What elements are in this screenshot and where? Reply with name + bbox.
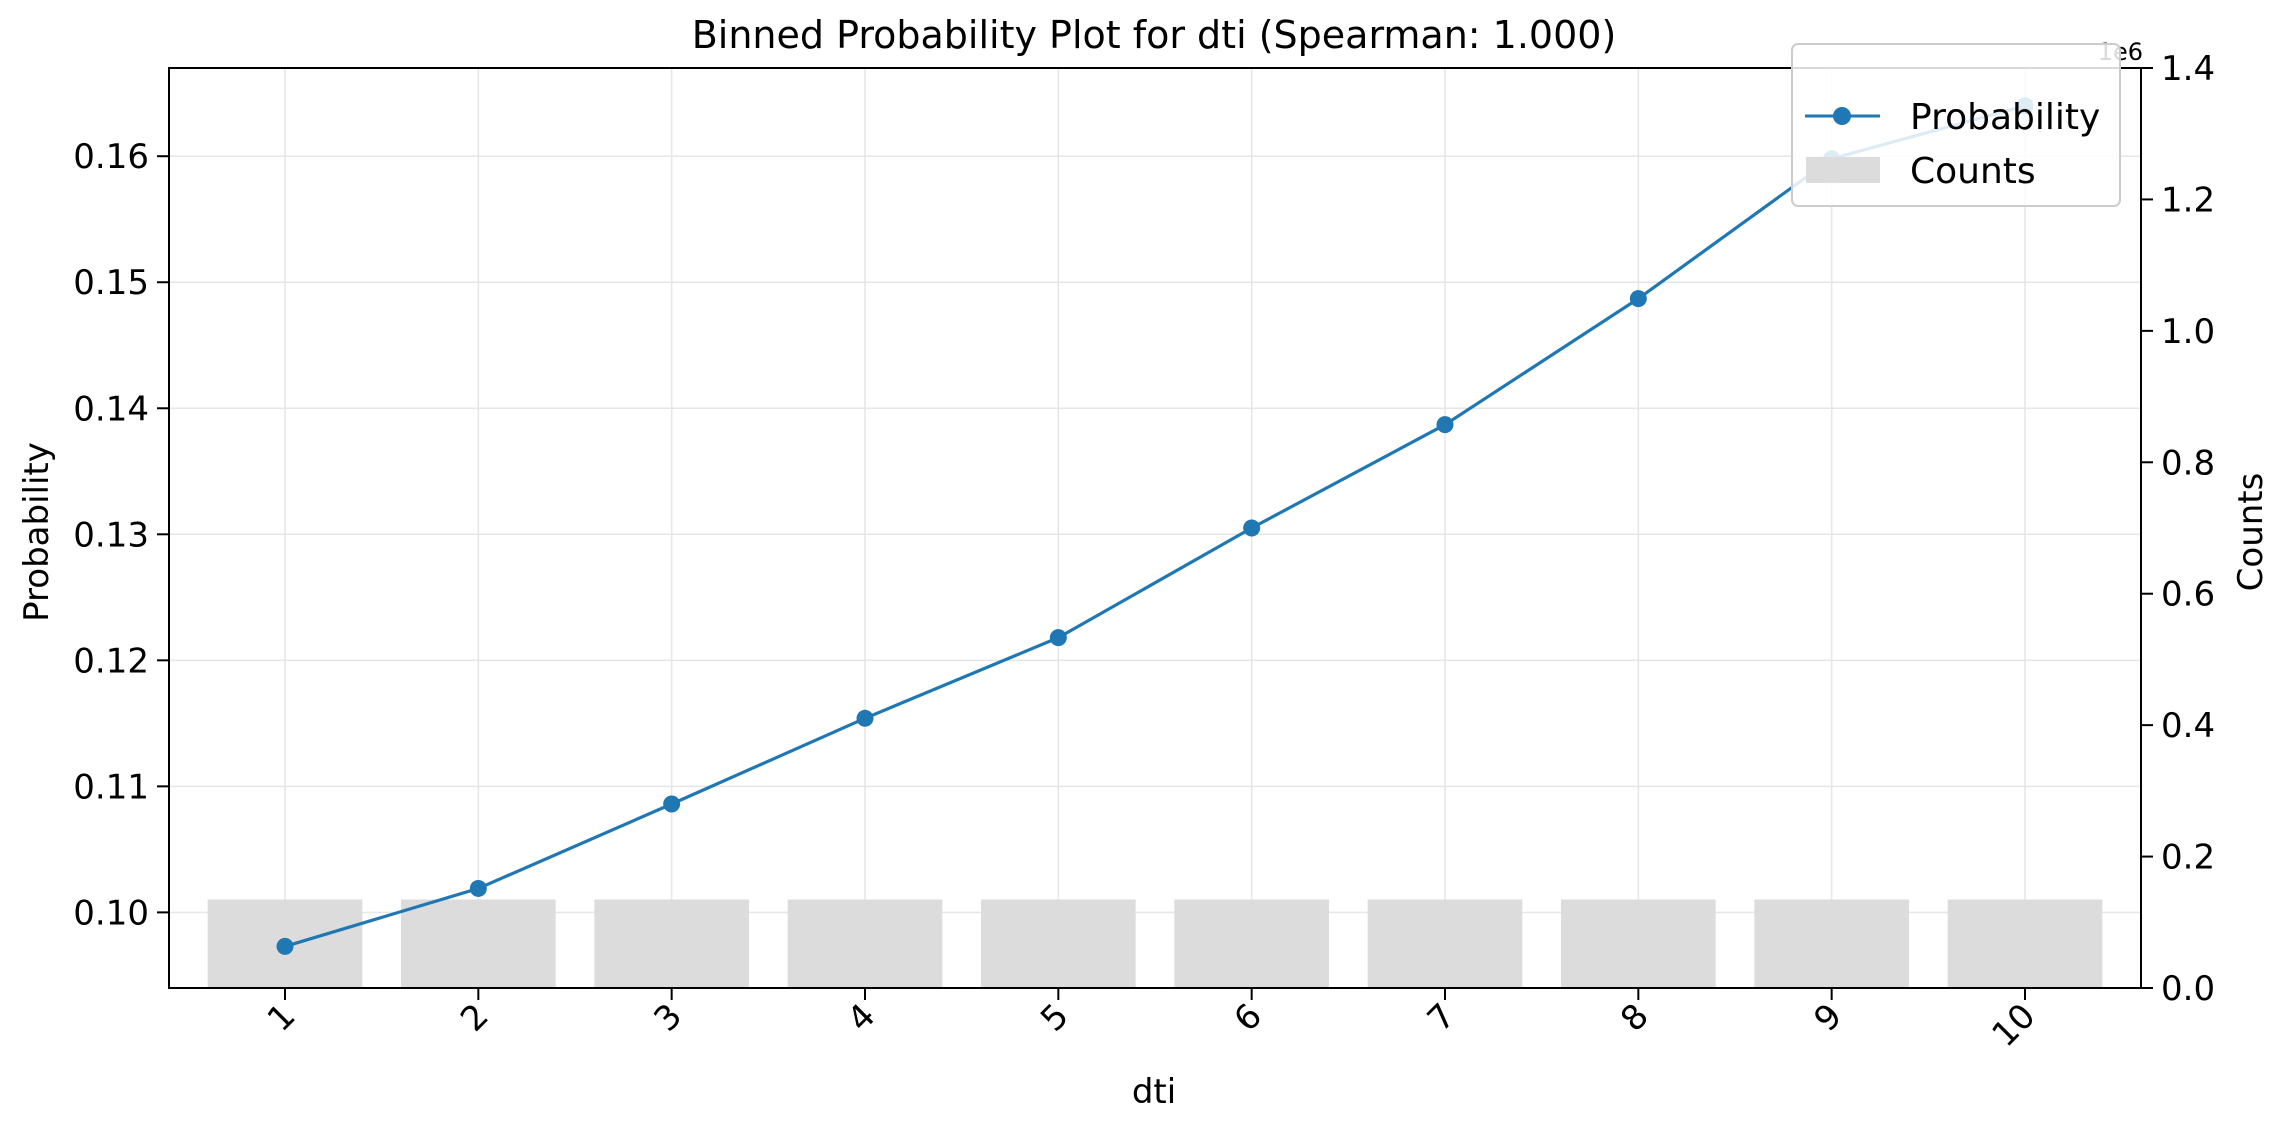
legend-label-counts: Counts <box>1910 151 2036 192</box>
count-bar <box>981 899 1136 988</box>
count-bar <box>1754 899 1909 988</box>
x-tick-label: 7 <box>1420 996 1464 1040</box>
probability-line <box>276 97 2034 955</box>
y2-tick-label: 0.8 <box>2161 443 2215 483</box>
probability-point <box>1243 519 1261 537</box>
x-tick-label: 5 <box>1033 996 1077 1040</box>
y-tick-label: 0.16 <box>73 137 149 177</box>
y2-tick-label: 1.2 <box>2161 180 2215 220</box>
y-tick-label: 0.11 <box>73 767 149 807</box>
y2-axis-label: Counts <box>2231 473 2271 592</box>
y-axis-ticks: 0.10 0.11 0.12 0.13 0.14 0.15 0.16 <box>73 137 169 933</box>
count-bar <box>594 899 749 988</box>
legend-label-probability: Probability <box>1910 97 2100 138</box>
y2-tick-label: 0.0 <box>2161 969 2215 1009</box>
probability-point <box>663 795 681 813</box>
probability-point <box>276 937 294 955</box>
y2-tick-label: 0.2 <box>2161 838 2215 878</box>
probability-series-line <box>284 104 2026 948</box>
probability-point <box>469 879 487 897</box>
count-bar <box>401 899 556 988</box>
y-tick-label: 0.14 <box>73 389 149 429</box>
y-axis-label: Probability <box>17 442 57 622</box>
legend: Probability Counts <box>1791 43 2121 207</box>
y-tick-label: 0.15 <box>73 263 149 303</box>
count-bar <box>1947 899 2103 988</box>
x-tick-label: 6 <box>1226 996 1270 1040</box>
probability-point <box>1049 629 1067 647</box>
count-bar <box>1561 899 1716 988</box>
y2-tick-label: 1.0 <box>2161 312 2215 352</box>
count-bar <box>1174 899 1329 988</box>
y2-axis-ticks: 0.0 0.2 0.4 0.6 0.8 1.0 1.2 1.4 <box>2141 49 2215 1009</box>
x-axis-label: dti <box>1132 1072 1176 1112</box>
y-tick-label: 0.13 <box>73 515 149 555</box>
x-tick-label: 1 <box>260 996 304 1040</box>
x-tick-label: 8 <box>1613 996 1657 1040</box>
y2-tick-label: 0.6 <box>2161 575 2215 615</box>
chart-title: Binned Probability Plot for dti (Spearma… <box>692 13 1617 57</box>
x-tick-label: 4 <box>840 996 884 1040</box>
probability-point <box>1629 290 1647 308</box>
y2-tick-label: 1.4 <box>2161 49 2215 89</box>
x-tick-label: 9 <box>1806 996 1850 1040</box>
count-bars <box>207 899 2103 988</box>
x-axis-ticks: 1 2 3 4 5 6 7 8 9 10 <box>260 988 2043 1055</box>
x-tick-label: 10 <box>1984 996 2043 1055</box>
y-tick-label: 0.12 <box>73 641 149 681</box>
y-tick-label: 0.10 <box>73 893 149 933</box>
x-tick-label: 3 <box>646 996 690 1040</box>
plot-frame <box>168 67 2142 989</box>
probability-point <box>1436 416 1454 434</box>
probability-point <box>856 709 874 727</box>
count-bar <box>1367 899 1523 988</box>
legend-bar-swatch <box>1806 157 1880 183</box>
x-tick-label: 2 <box>453 996 497 1040</box>
y2-tick-label: 0.4 <box>2161 706 2215 746</box>
legend-marker-swatch <box>1833 107 1851 125</box>
count-bar <box>787 899 943 988</box>
